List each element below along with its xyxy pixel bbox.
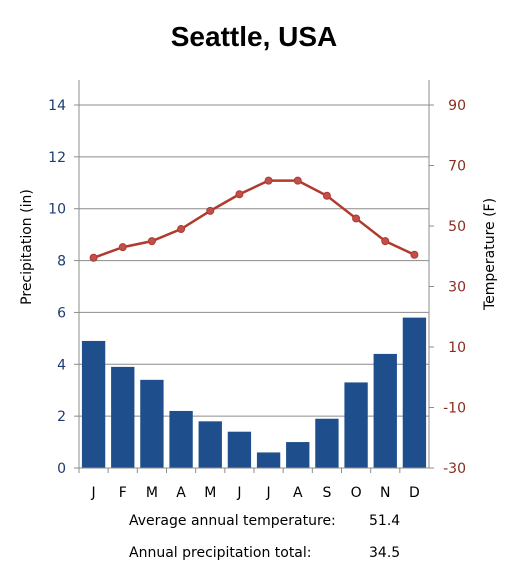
left-tick-label: 4 bbox=[57, 357, 66, 373]
avg-temp-value: 51.4 bbox=[369, 513, 401, 529]
right-tick-label: 90 bbox=[448, 98, 466, 114]
x-tick-label: M bbox=[146, 485, 158, 501]
left-tick-label: 10 bbox=[48, 202, 66, 218]
precip-bar bbox=[402, 317, 427, 468]
precip-bar bbox=[198, 421, 222, 468]
temperature-point bbox=[177, 225, 186, 234]
temperature-point bbox=[118, 243, 127, 252]
right-tick-label: -30 bbox=[443, 461, 466, 477]
temperature-point bbox=[89, 253, 98, 262]
x-tick-label: M bbox=[204, 485, 216, 501]
right-axis-ticks: -30 -10 10 30 50 70 90 bbox=[429, 98, 466, 477]
precip-bar bbox=[227, 431, 252, 468]
temperature-point bbox=[352, 214, 361, 223]
x-tick-label: J bbox=[236, 485, 241, 501]
temperature-point bbox=[381, 237, 390, 246]
left-axis-ticks: 0 2 4 6 8 10 12 14 bbox=[48, 98, 79, 477]
chart-title: Seattle, USA bbox=[171, 21, 338, 52]
precip-bar bbox=[140, 379, 164, 468]
precipitation-bars bbox=[81, 317, 427, 468]
temperature-point bbox=[235, 190, 244, 199]
temperature-point bbox=[410, 250, 419, 259]
x-tick-label: J bbox=[91, 485, 96, 501]
x-tick-label: S bbox=[322, 485, 331, 501]
precip-bar bbox=[373, 353, 397, 468]
gridlines bbox=[79, 104, 429, 417]
precip-bar bbox=[286, 442, 310, 468]
temperature-point bbox=[147, 237, 156, 246]
x-tick-label: A bbox=[176, 485, 186, 501]
temperature-point bbox=[206, 206, 215, 215]
left-tick-label: 2 bbox=[57, 409, 66, 425]
temperature-point bbox=[264, 176, 273, 185]
right-tick-label: 70 bbox=[448, 159, 466, 175]
left-tick-label: 6 bbox=[57, 305, 66, 321]
left-tick-label: 12 bbox=[48, 150, 66, 166]
x-tick-label: O bbox=[351, 485, 362, 501]
precip-total-value: 34.5 bbox=[369, 545, 401, 561]
x-tick-label: F bbox=[119, 485, 127, 501]
right-axis-label: Temperature (F) bbox=[482, 198, 498, 311]
precip-bar bbox=[169, 410, 193, 468]
left-tick-label: 0 bbox=[57, 461, 66, 477]
right-tick-label: -10 bbox=[443, 401, 466, 417]
x-tick-label: J bbox=[266, 485, 271, 501]
temperature-point bbox=[322, 191, 331, 200]
left-tick-label: 8 bbox=[57, 254, 66, 270]
precip-bar bbox=[256, 452, 281, 468]
right-tick-label: 30 bbox=[448, 280, 466, 296]
temperature-line-path bbox=[93, 179, 415, 259]
precip-bar bbox=[315, 418, 339, 468]
precip-total-label: Annual precipitation total: bbox=[129, 545, 312, 561]
precip-bar bbox=[81, 340, 106, 468]
right-tick-label: 50 bbox=[448, 219, 466, 235]
left-tick-label: 14 bbox=[48, 98, 66, 114]
x-tick-label: A bbox=[293, 485, 303, 501]
temperature-point bbox=[293, 176, 302, 185]
x-tick-label: D bbox=[409, 485, 420, 501]
precip-bar bbox=[111, 366, 135, 468]
x-tick-label: N bbox=[380, 485, 390, 501]
temperature-line bbox=[89, 176, 419, 262]
avg-temp-label: Average annual temperature: bbox=[129, 513, 336, 529]
left-axis-label: Precipitation (in) bbox=[19, 189, 35, 305]
right-tick-label: 10 bbox=[448, 340, 466, 356]
precip-bar bbox=[344, 382, 368, 468]
